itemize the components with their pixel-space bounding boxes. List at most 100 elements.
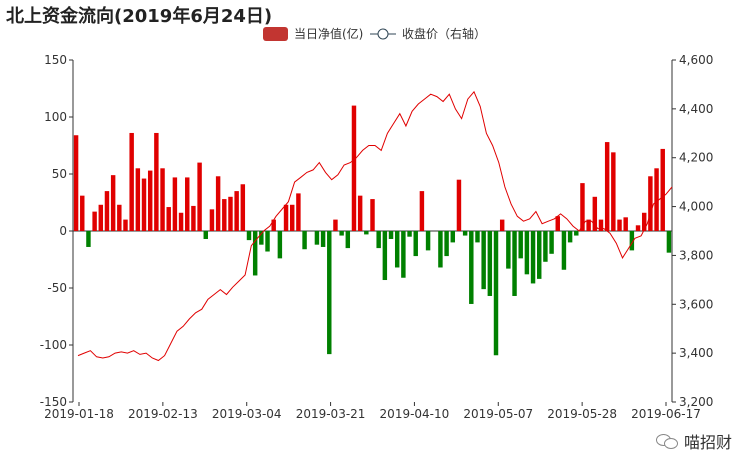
watermark: 喵招财: [655, 429, 732, 453]
x-tick-label: 2019-01-18: [44, 407, 114, 421]
bar-net-flow: [197, 162, 202, 231]
bar-net-flow: [487, 231, 493, 296]
bar-net-flow: [259, 231, 264, 245]
bar-net-flow: [80, 195, 85, 231]
bar-net-flow: [388, 231, 394, 239]
bar-net-flow: [209, 209, 215, 231]
bar-net-flow: [135, 168, 141, 231]
bar-net-flow: [166, 207, 171, 231]
bar-net-flow: [623, 217, 628, 231]
bar-net-flow: [462, 231, 468, 236]
bar-net-flow: [234, 191, 239, 231]
bar-net-flow: [123, 219, 128, 231]
bar-net-flow: [271, 219, 276, 231]
bar-net-flow: [401, 231, 406, 278]
bar-net-flow: [604, 142, 610, 231]
bar-net-flow: [413, 231, 418, 257]
x-tick-label: 2019-05-28: [547, 407, 617, 421]
right-y-tick-label: 4,400: [679, 102, 713, 116]
bar-net-flow: [339, 231, 344, 236]
bar-net-flow: [302, 231, 307, 250]
bar-net-flow: [357, 195, 363, 231]
bar-net-flow: [493, 231, 499, 356]
bar-net-flow: [240, 184, 246, 231]
bar-net-flow: [629, 231, 635, 251]
bar-net-flow: [543, 231, 548, 262]
bar-net-flow: [598, 219, 604, 231]
legend-label-net-value: 当日净值(亿): [294, 26, 363, 41]
bar-net-flow: [425, 231, 431, 251]
bar-net-flow: [537, 231, 542, 279]
left-y-tick-label: -50: [47, 281, 67, 295]
bar-net-flow: [296, 193, 301, 231]
bar-net-flow: [580, 183, 585, 231]
bar-net-flow: [86, 231, 91, 247]
bar-net-flow: [154, 132, 159, 231]
legend-symbol-net-value: [263, 27, 288, 41]
right-y-tick-label: 4,200: [679, 151, 713, 165]
bar-net-flow: [333, 219, 338, 231]
bar-net-flow: [641, 212, 647, 231]
bar-net-flow: [228, 196, 233, 231]
bar-net-flow: [586, 219, 591, 231]
line-close-price: [77, 90, 673, 362]
bar-net-flow: [475, 231, 480, 243]
bar-net-flow: [561, 231, 567, 270]
bar-net-flow: [530, 231, 536, 284]
right-y-tick-label: 3,400: [679, 346, 713, 360]
bar-net-flow: [444, 231, 449, 257]
bar-net-flow: [481, 231, 486, 290]
bar-net-flow: [518, 231, 523, 259]
x-tick-label: 2019-04-10: [380, 407, 450, 421]
wechat-icon: [655, 432, 678, 450]
bar-net-flow: [438, 231, 443, 268]
bar-net-flow: [191, 205, 196, 231]
bar-net-flow: [129, 132, 134, 231]
bar-net-flow: [345, 231, 351, 249]
x-tick-label: 2019-05-07: [463, 407, 533, 421]
bar-net-flow: [654, 168, 659, 231]
bar-net-flow: [506, 231, 511, 269]
bar-net-flow: [92, 211, 97, 231]
left-y-tick-label: 150: [44, 53, 67, 67]
bar-net-flow: [160, 168, 165, 231]
bar-net-flow: [456, 179, 462, 231]
bar-net-flow: [666, 231, 672, 253]
bar-net-flow: [524, 231, 530, 275]
bar-net-flow: [314, 231, 320, 245]
bar-net-flow: [648, 176, 653, 231]
bar-net-flow: [419, 191, 425, 231]
bar-net-flow: [660, 148, 665, 231]
x-tick-label: 2019-06-17: [631, 407, 701, 421]
x-tick-label: 2019-02-13: [128, 407, 198, 421]
bar-net-flow: [635, 225, 641, 231]
bar-net-flow: [617, 219, 622, 231]
right-y-tick-label: 4,600: [679, 53, 713, 67]
bar-net-flow: [512, 231, 517, 296]
bar-net-flow: [203, 231, 208, 239]
left-y-tick-label: 0: [59, 224, 67, 238]
right-y-tick-label: 4,000: [679, 200, 713, 214]
bar-net-flow: [265, 231, 270, 252]
bar-net-flow: [246, 231, 252, 241]
bar-net-flow: [178, 212, 184, 231]
bar-net-flow: [555, 216, 560, 231]
bar-net-flow: [283, 204, 289, 231]
bar-net-flow: [407, 231, 412, 237]
legend-label-close: 收盘价（右轴）: [402, 26, 486, 41]
watermark-text: 喵招财: [683, 433, 732, 452]
bar-net-flow: [567, 231, 573, 243]
bar-net-flow: [185, 177, 190, 231]
chart-title: 北上资金流向(2019年6月24日): [6, 6, 273, 27]
bar-net-flow: [141, 178, 147, 231]
x-tick-label: 2019-03-21: [296, 407, 366, 421]
bar-net-flow: [592, 196, 598, 231]
bar-net-flow: [574, 231, 579, 236]
left-y-tick-label: -100: [40, 338, 67, 352]
bar-net-flow: [450, 231, 456, 243]
bar-net-flow: [394, 231, 400, 268]
bar-net-flow: [117, 204, 122, 231]
left-y-tick-label: 100: [44, 110, 67, 124]
bar-net-flow: [277, 231, 283, 259]
